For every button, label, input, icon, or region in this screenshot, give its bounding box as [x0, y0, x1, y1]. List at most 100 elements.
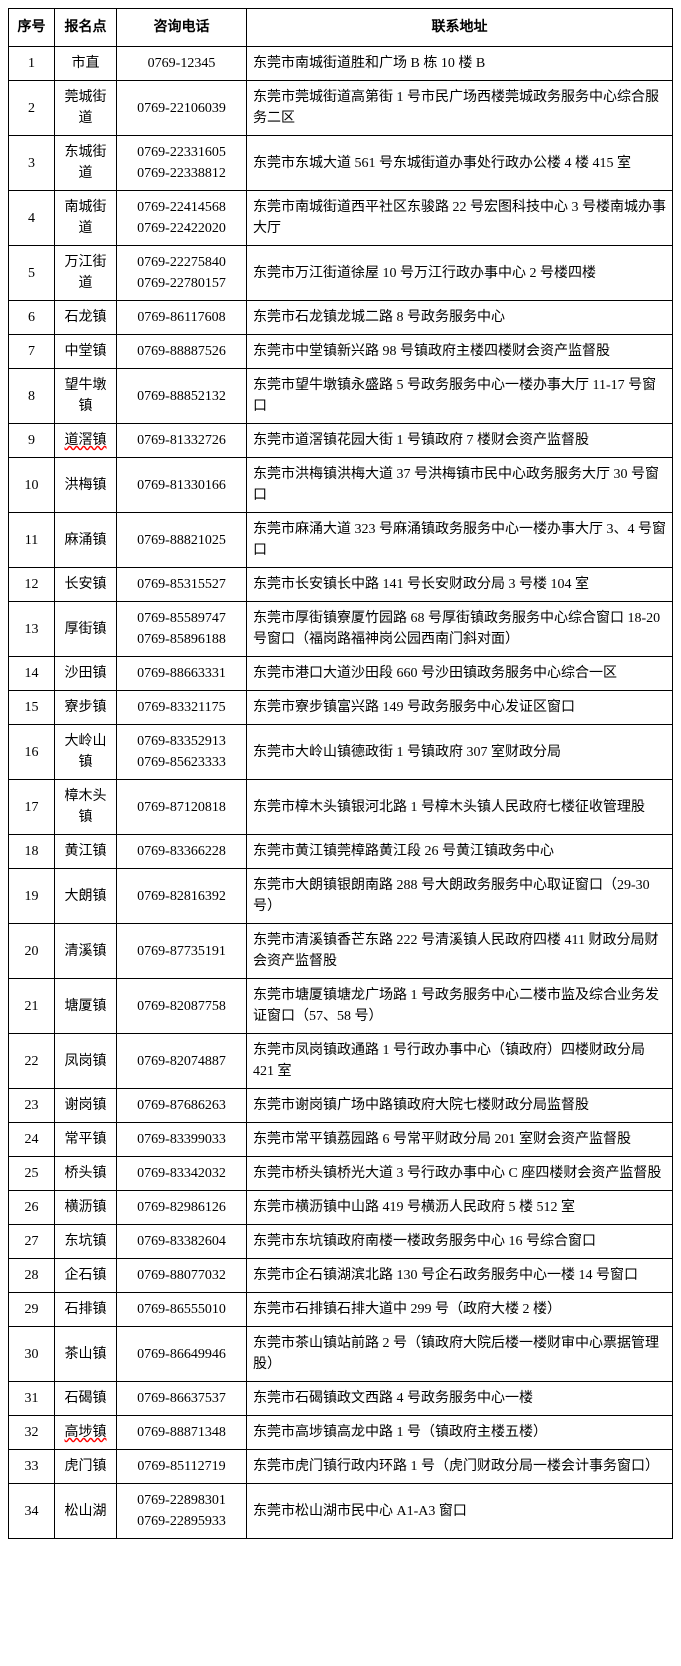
cell-address: 东莞市谢岗镇广场中路镇政府大院七楼财政分局监督股 [247, 1089, 673, 1123]
cell-seq: 31 [9, 1382, 55, 1416]
cell-point: 厚街镇 [55, 602, 117, 657]
cell-address: 东莞市企石镇湖滨北路 130 号企石政务服务中心一楼 14 号窗口 [247, 1259, 673, 1293]
cell-point: 谢岗镇 [55, 1089, 117, 1123]
cell-address: 东莞市东城大道 561 号东城街道办事处行政办公楼 4 楼 415 室 [247, 136, 673, 191]
cell-point: 黄江镇 [55, 835, 117, 869]
cell-address: 东莞市横沥镇中山路 419 号横沥人民政府 5 楼 512 室 [247, 1191, 673, 1225]
cell-phone: 0769-88663331 [117, 657, 247, 691]
cell-phone: 0769-85315527 [117, 568, 247, 602]
cell-address: 东莞市常平镇荔园路 6 号常平财政分局 201 室财会资产监督股 [247, 1123, 673, 1157]
cell-phone: 0769-82816392 [117, 869, 247, 924]
table-row: 26横沥镇0769-82986126东莞市横沥镇中山路 419 号横沥人民政府 … [9, 1191, 673, 1225]
cell-seq: 32 [9, 1416, 55, 1450]
cell-point: 桥头镇 [55, 1157, 117, 1191]
cell-point: 寮步镇 [55, 691, 117, 725]
cell-phone: 0769-83321175 [117, 691, 247, 725]
table-row: 33虎门镇0769-85112719东莞市虎门镇行政内环路 1 号（虎门财政分局… [9, 1450, 673, 1484]
table-row: 22凤岗镇0769-82074887东莞市凤岗镇政通路 1 号行政办事中心（镇政… [9, 1034, 673, 1089]
table-row: 34松山湖0769-22898301 0769-22895933东莞市松山湖市民… [9, 1484, 673, 1539]
cell-seq: 22 [9, 1034, 55, 1089]
cell-point: 东坑镇 [55, 1225, 117, 1259]
table-row: 6石龙镇0769-86117608东莞市石龙镇龙城二路 8 号政务服务中心 [9, 301, 673, 335]
cell-address: 东莞市樟木头镇银河北路 1 号樟木头镇人民政府七楼征收管理股 [247, 780, 673, 835]
cell-address: 东莞市松山湖市民中心 A1-A3 窗口 [247, 1484, 673, 1539]
cell-phone: 0769-88887526 [117, 335, 247, 369]
cell-address: 东莞市南城街道胜和广场 B 栋 10 楼 B [247, 47, 673, 81]
cell-phone: 0769-82986126 [117, 1191, 247, 1225]
table-row: 4南城街道0769-22414568 0769-22422020东莞市南城街道西… [9, 191, 673, 246]
cell-address: 东莞市道滘镇花园大街 1 号镇政府 7 楼财会资产监督股 [247, 424, 673, 458]
table-row: 1市直0769-12345东莞市南城街道胜和广场 B 栋 10 楼 B [9, 47, 673, 81]
cell-seq: 27 [9, 1225, 55, 1259]
cell-phone: 0769-22275840 0769-22780157 [117, 246, 247, 301]
cell-phone: 0769-22106039 [117, 81, 247, 136]
table-row: 28企石镇0769-88077032东莞市企石镇湖滨北路 130 号企石政务服务… [9, 1259, 673, 1293]
cell-seq: 13 [9, 602, 55, 657]
cell-phone: 0769-82074887 [117, 1034, 247, 1089]
cell-address: 东莞市茶山镇站前路 2 号（镇政府大院后楼一楼财审中心票据管理股） [247, 1327, 673, 1382]
cell-seq: 10 [9, 458, 55, 513]
col-header-point: 报名点 [55, 9, 117, 47]
cell-address: 东莞市石龙镇龙城二路 8 号政务服务中心 [247, 301, 673, 335]
cell-address: 东莞市望牛墩镇永盛路 5 号政务服务中心一楼办事大厅 11-17 号窗口 [247, 369, 673, 424]
table-row: 21塘厦镇0769-82087758东莞市塘厦镇塘龙广场路 1 号政务服务中心二… [9, 979, 673, 1034]
table-row: 16大岭山镇0769-83352913 0769-85623333东莞市大岭山镇… [9, 725, 673, 780]
cell-seq: 15 [9, 691, 55, 725]
cell-point: 清溪镇 [55, 924, 117, 979]
cell-address: 东莞市大岭山镇德政街 1 号镇政府 307 室财政分局 [247, 725, 673, 780]
cell-point: 企石镇 [55, 1259, 117, 1293]
cell-point: 塘厦镇 [55, 979, 117, 1034]
cell-phone: 0769-83382604 [117, 1225, 247, 1259]
cell-seq: 16 [9, 725, 55, 780]
cell-address: 东莞市黄江镇莞樟路黄江段 26 号黄江镇政务中心 [247, 835, 673, 869]
cell-address: 东莞市莞城街道高第街 1 号市民广场西楼莞城政务服务中心综合服务二区 [247, 81, 673, 136]
table-row: 14沙田镇0769-88663331东莞市港口大道沙田段 660 号沙田镇政务服… [9, 657, 673, 691]
cell-address: 东莞市厚街镇寮厦竹园路 68 号厚街镇政务服务中心综合窗口 18-20 号窗口（… [247, 602, 673, 657]
table-row: 31石碣镇0769-86637537东莞市石碣镇政文西路 4 号政务服务中心一楼 [9, 1382, 673, 1416]
cell-phone: 0769-86649946 [117, 1327, 247, 1382]
cell-phone: 0769-88821025 [117, 513, 247, 568]
cell-seq: 26 [9, 1191, 55, 1225]
cell-seq: 20 [9, 924, 55, 979]
table-row: 24常平镇0769-83399033东莞市常平镇荔园路 6 号常平财政分局 20… [9, 1123, 673, 1157]
cell-point: 松山湖 [55, 1484, 117, 1539]
table-row: 7中堂镇0769-88887526东莞市中堂镇新兴路 98 号镇政府主楼四楼财会… [9, 335, 673, 369]
cell-address: 东莞市桥头镇桥光大道 3 号行政办事中心 C 座四楼财会资产监督股 [247, 1157, 673, 1191]
cell-point: 市直 [55, 47, 117, 81]
cell-point: 中堂镇 [55, 335, 117, 369]
cell-seq: 7 [9, 335, 55, 369]
cell-seq: 18 [9, 835, 55, 869]
table-row: 2莞城街道0769-22106039东莞市莞城街道高第街 1 号市民广场西楼莞城… [9, 81, 673, 136]
table-row: 17樟木头镇0769-87120818东莞市樟木头镇银河北路 1 号樟木头镇人民… [9, 780, 673, 835]
col-header-address: 联系地址 [247, 9, 673, 47]
cell-phone: 0769-22414568 0769-22422020 [117, 191, 247, 246]
cell-phone: 0769-86555010 [117, 1293, 247, 1327]
cell-address: 东莞市塘厦镇塘龙广场路 1 号政务服务中心二楼市监及综合业务发证窗口（57、58… [247, 979, 673, 1034]
cell-phone: 0769-83342032 [117, 1157, 247, 1191]
cell-address: 东莞市东坑镇政府南楼一楼政务服务中心 16 号综合窗口 [247, 1225, 673, 1259]
cell-phone: 0769-87686263 [117, 1089, 247, 1123]
table-row: 20清溪镇0769-87735191东莞市清溪镇香芒东路 222 号清溪镇人民政… [9, 924, 673, 979]
cell-phone: 0769-88077032 [117, 1259, 247, 1293]
cell-address: 东莞市寮步镇富兴路 149 号政务服务中心发证区窗口 [247, 691, 673, 725]
cell-phone: 0769-87120818 [117, 780, 247, 835]
cell-phone: 0769-81332726 [117, 424, 247, 458]
cell-address: 东莞市虎门镇行政内环路 1 号（虎门财政分局一楼会计事务窗口） [247, 1450, 673, 1484]
cell-point: 麻涌镇 [55, 513, 117, 568]
cell-seq: 33 [9, 1450, 55, 1484]
cell-address: 东莞市石排镇石排大道中 299 号（政府大楼 2 楼） [247, 1293, 673, 1327]
cell-point: 横沥镇 [55, 1191, 117, 1225]
cell-seq: 2 [9, 81, 55, 136]
cell-address: 东莞市港口大道沙田段 660 号沙田镇政务服务中心综合一区 [247, 657, 673, 691]
table-row: 3东城街道0769-22331605 0769-22338812东莞市东城大道 … [9, 136, 673, 191]
cell-point: 樟木头镇 [55, 780, 117, 835]
cell-phone: 0769-85112719 [117, 1450, 247, 1484]
cell-address: 东莞市长安镇长中路 141 号长安财政分局 3 号楼 104 室 [247, 568, 673, 602]
table-header-row: 序号 报名点 咨询电话 联系地址 [9, 9, 673, 47]
cell-phone: 0769-87735191 [117, 924, 247, 979]
cell-seq: 19 [9, 869, 55, 924]
cell-phone: 0769-12345 [117, 47, 247, 81]
table-row: 11麻涌镇0769-88821025东莞市麻涌大道 323 号麻涌镇政务服务中心… [9, 513, 673, 568]
cell-address: 东莞市洪梅镇洪梅大道 37 号洪梅镇市民中心政务服务大厅 30 号窗口 [247, 458, 673, 513]
table-row: 23谢岗镇0769-87686263东莞市谢岗镇广场中路镇政府大院七楼财政分局监… [9, 1089, 673, 1123]
